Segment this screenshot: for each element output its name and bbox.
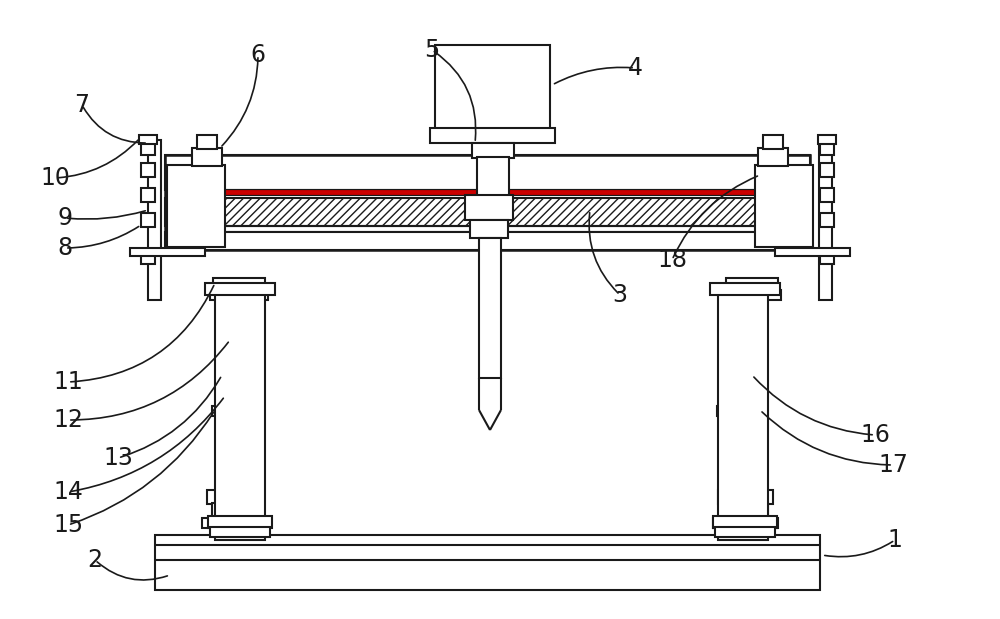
Bar [755, 165, 813, 247]
Bar [205, 283, 275, 295]
Bar [477, 157, 509, 197]
Bar [141, 250, 155, 264]
Bar [725, 370, 753, 392]
Bar [733, 295, 751, 515]
Bar [730, 415, 748, 445]
Bar [710, 283, 780, 295]
Bar [715, 527, 775, 537]
FancyArrowPatch shape [121, 378, 221, 457]
Text: 4: 4 [628, 56, 642, 80]
FancyArrowPatch shape [71, 342, 228, 420]
Bar [130, 248, 205, 256]
FancyArrowPatch shape [554, 67, 632, 84]
FancyArrowPatch shape [673, 176, 757, 258]
Bar [220, 370, 248, 392]
Bar [479, 238, 501, 378]
Bar [215, 285, 265, 540]
Text: 7: 7 [74, 93, 90, 117]
Text: 2: 2 [88, 548, 103, 572]
Bar [139, 135, 157, 144]
Text: 9: 9 [58, 206, 72, 230]
Text: 14: 14 [53, 480, 83, 504]
Bar [165, 155, 810, 250]
Bar [763, 135, 783, 149]
Bar [820, 163, 834, 177]
Text: 5: 5 [424, 38, 440, 62]
Bar [141, 213, 155, 227]
Bar [165, 232, 810, 250]
FancyArrowPatch shape [97, 562, 167, 580]
Bar [165, 198, 810, 226]
Bar [718, 490, 773, 504]
Text: 3: 3 [612, 283, 628, 307]
FancyArrowPatch shape [71, 412, 214, 524]
Text: 11: 11 [53, 370, 83, 394]
FancyArrowPatch shape [434, 51, 476, 141]
Text: 13: 13 [103, 446, 133, 470]
Bar [818, 135, 836, 144]
Bar [775, 248, 850, 256]
Bar [225, 415, 243, 445]
Bar [820, 188, 834, 202]
Bar [430, 128, 555, 143]
Bar [465, 195, 513, 220]
Bar [820, 213, 834, 227]
FancyArrowPatch shape [68, 211, 145, 219]
Text: 1: 1 [888, 528, 902, 552]
Bar [210, 290, 268, 300]
Bar [155, 535, 820, 590]
Bar [212, 406, 256, 416]
Text: 10: 10 [40, 166, 70, 190]
Bar [210, 527, 270, 537]
Bar [167, 165, 225, 247]
Bar [141, 188, 155, 202]
Bar [165, 155, 810, 190]
FancyArrowPatch shape [71, 398, 223, 491]
Text: 12: 12 [53, 408, 83, 432]
FancyArrowPatch shape [825, 542, 893, 556]
Bar [207, 490, 262, 504]
Bar [820, 143, 834, 155]
FancyArrowPatch shape [589, 213, 618, 293]
Bar [230, 295, 248, 515]
Bar [208, 516, 272, 528]
Bar [192, 148, 222, 166]
Bar [820, 250, 834, 264]
Bar [717, 406, 761, 416]
Bar [819, 140, 832, 300]
FancyArrowPatch shape [83, 108, 145, 143]
Bar [141, 143, 155, 155]
Bar [729, 392, 749, 408]
Bar [141, 163, 155, 177]
Bar [713, 518, 778, 528]
Text: 16: 16 [860, 423, 890, 447]
Text: 15: 15 [53, 513, 83, 537]
Bar [224, 392, 244, 408]
FancyArrowPatch shape [68, 227, 139, 248]
Bar [470, 220, 508, 238]
Bar [472, 143, 514, 158]
Bar [212, 503, 257, 521]
Bar [213, 278, 265, 296]
Bar [202, 518, 267, 528]
FancyArrowPatch shape [71, 285, 214, 382]
Text: 8: 8 [57, 236, 73, 260]
Bar [197, 135, 217, 149]
FancyArrowPatch shape [222, 58, 258, 146]
Bar [435, 45, 550, 130]
Text: 6: 6 [250, 43, 266, 67]
FancyArrowPatch shape [58, 140, 138, 178]
Text: 17: 17 [878, 453, 908, 477]
Bar [718, 285, 768, 540]
Bar [148, 140, 161, 300]
Bar [723, 503, 768, 521]
Bar [713, 516, 777, 528]
Text: 18: 18 [657, 248, 687, 272]
FancyArrowPatch shape [762, 412, 890, 465]
Bar [723, 290, 781, 300]
Bar [726, 278, 778, 296]
Bar [758, 148, 788, 166]
FancyArrowPatch shape [754, 377, 872, 435]
